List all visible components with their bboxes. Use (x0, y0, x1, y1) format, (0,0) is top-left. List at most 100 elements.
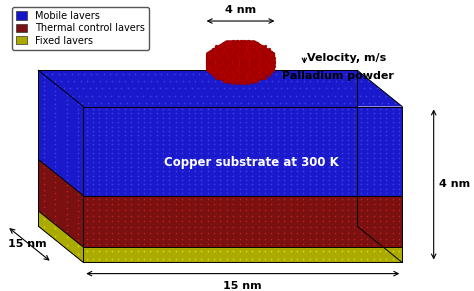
Point (255, 202, 263, 207)
Point (102, 236, 109, 241)
Point (89, 187, 97, 191)
Point (265, 72, 273, 76)
Point (95, 236, 103, 241)
Point (351, 230, 358, 235)
Point (314, 101, 322, 105)
Point (140, 187, 148, 191)
Point (172, 213, 180, 218)
Point (202, 72, 210, 76)
Point (261, 107, 269, 111)
Point (153, 236, 161, 241)
Point (255, 187, 263, 191)
Point (325, 147, 333, 151)
Point (102, 79, 110, 84)
Point (312, 236, 320, 241)
Point (165, 169, 173, 173)
Point (92, 86, 100, 91)
Point (357, 207, 365, 212)
Point (364, 160, 371, 164)
Point (128, 138, 135, 142)
Point (364, 142, 371, 147)
Point (134, 173, 141, 178)
Point (63, 200, 70, 204)
Point (52, 179, 59, 184)
Point (383, 213, 390, 218)
Point (115, 249, 122, 253)
Point (102, 225, 109, 229)
Point (376, 242, 384, 247)
Point (376, 249, 384, 253)
Point (312, 138, 320, 142)
Point (210, 213, 218, 218)
Point (229, 207, 237, 212)
Point (364, 155, 371, 160)
Point (95, 213, 103, 218)
Point (389, 142, 396, 147)
Point (242, 142, 250, 147)
Point (389, 160, 396, 164)
Point (248, 182, 256, 187)
Point (255, 242, 263, 247)
Point (165, 111, 173, 116)
Point (370, 256, 377, 261)
Point (121, 107, 128, 111)
Point (322, 86, 329, 91)
Point (364, 202, 371, 207)
Point (112, 72, 120, 76)
Point (274, 111, 282, 116)
Point (172, 182, 180, 187)
Point (389, 138, 396, 142)
Point (261, 202, 269, 207)
Point (146, 242, 154, 247)
Point (365, 101, 373, 105)
Point (172, 187, 180, 191)
Point (204, 133, 211, 138)
Point (306, 225, 314, 229)
Point (95, 155, 103, 160)
Point (278, 72, 286, 76)
Point (357, 164, 365, 169)
Point (293, 124, 301, 129)
Point (108, 219, 116, 224)
Point (40, 164, 48, 169)
Point (108, 111, 116, 116)
Point (229, 155, 237, 160)
Point (287, 213, 294, 218)
Point (255, 164, 263, 169)
Point (110, 101, 118, 105)
Point (268, 79, 276, 84)
Point (331, 187, 339, 191)
Point (140, 242, 148, 247)
Point (236, 155, 243, 160)
Point (351, 256, 358, 261)
Point (338, 107, 346, 111)
Point (229, 225, 237, 229)
Point (204, 155, 211, 160)
Point (248, 213, 256, 218)
Point (248, 225, 256, 229)
Point (376, 142, 384, 147)
Point (198, 249, 205, 253)
Point (172, 142, 180, 147)
Point (312, 155, 320, 160)
Point (95, 219, 103, 224)
Point (306, 142, 314, 147)
Point (389, 124, 396, 129)
Point (376, 225, 384, 229)
Point (159, 120, 167, 125)
Point (236, 213, 243, 218)
Point (236, 256, 243, 261)
Text: 4 nm: 4 nm (439, 180, 470, 189)
Point (255, 111, 263, 116)
Point (178, 191, 186, 196)
Point (223, 133, 231, 138)
Point (364, 147, 371, 151)
Point (89, 111, 97, 116)
Point (140, 169, 148, 173)
Point (268, 142, 275, 147)
Point (204, 225, 211, 229)
Point (375, 93, 383, 98)
Point (306, 236, 314, 241)
Point (74, 106, 82, 111)
Point (115, 219, 122, 224)
